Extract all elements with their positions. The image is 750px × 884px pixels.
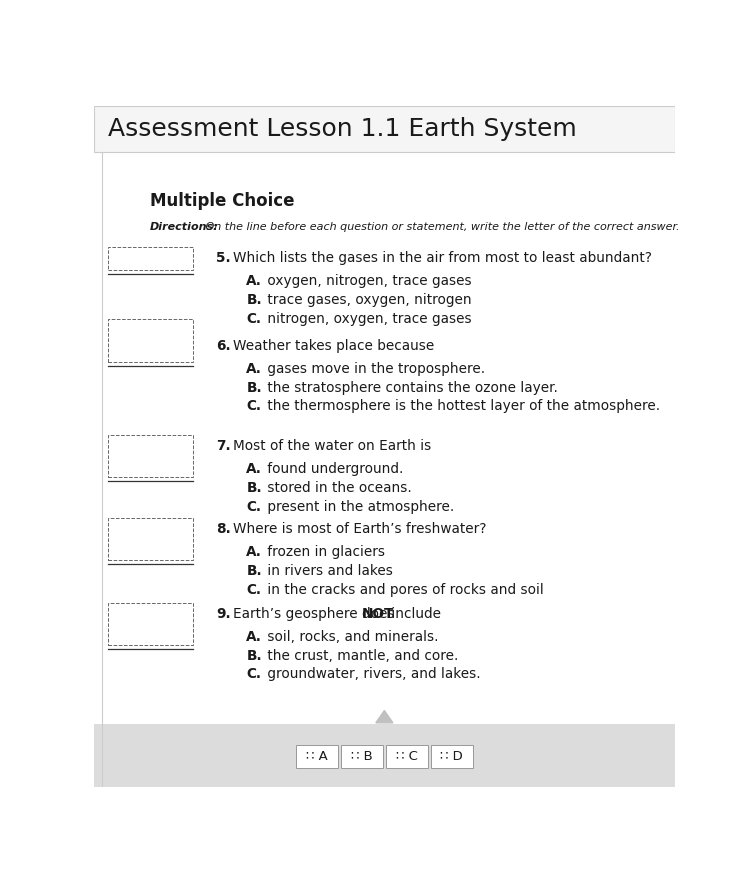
Text: the crust, mantle, and core.: the crust, mantle, and core.	[263, 649, 459, 662]
Bar	[108, 518, 193, 560]
Text: NOT: NOT	[362, 606, 394, 621]
Text: oxygen, nitrogen, trace gases: oxygen, nitrogen, trace gases	[263, 274, 472, 288]
Text: Assessment Lesson 1.1 Earth System: Assessment Lesson 1.1 Earth System	[108, 118, 577, 141]
Text: groundwater, rivers, and lakes.: groundwater, rivers, and lakes.	[263, 667, 481, 682]
Text: frozen in glaciers: frozen in glaciers	[263, 545, 386, 559]
Text: soil, rocks, and minerals.: soil, rocks, and minerals.	[263, 629, 439, 644]
Text: B.: B.	[247, 649, 262, 662]
Text: ∷ A: ∷ A	[306, 751, 328, 763]
Text: C.: C.	[247, 667, 262, 682]
Text: Directions:: Directions:	[149, 222, 218, 232]
Text: Most of the water on Earth is: Most of the water on Earth is	[233, 438, 431, 453]
Text: nitrogen, oxygen, trace gases: nitrogen, oxygen, trace gases	[263, 312, 472, 325]
Bar	[94, 106, 675, 152]
Text: gases move in the troposphere.: gases move in the troposphere.	[263, 362, 485, 376]
Text: B.: B.	[247, 381, 262, 394]
Text: A.: A.	[247, 274, 262, 288]
Text: the thermosphere is the hottest layer of the atmosphere.: the thermosphere is the hottest layer of…	[263, 400, 661, 414]
Text: ∷ C: ∷ C	[396, 751, 418, 763]
Text: ∷ B: ∷ B	[351, 751, 373, 763]
Text: A.: A.	[247, 545, 262, 559]
Text: A.: A.	[247, 629, 262, 644]
Text: ∷ D: ∷ D	[440, 751, 464, 763]
Bar	[108, 603, 193, 645]
Text: A.: A.	[247, 362, 262, 376]
Text: Multiple Choice: Multiple Choice	[149, 193, 294, 210]
Text: B.: B.	[247, 564, 262, 578]
Text: C.: C.	[247, 583, 262, 597]
Text: 6.: 6.	[216, 339, 231, 353]
Bar	[108, 247, 193, 271]
Text: B.: B.	[247, 481, 262, 495]
Text: C.: C.	[247, 400, 262, 414]
Text: in rivers and lakes: in rivers and lakes	[263, 564, 393, 578]
Text: A.: A.	[247, 461, 262, 476]
FancyBboxPatch shape	[296, 745, 338, 768]
Text: Where is most of Earth’s freshwater?: Where is most of Earth’s freshwater?	[233, 522, 487, 536]
Text: present in the atmosphere.: present in the atmosphere.	[263, 499, 454, 514]
Text: the stratosphere contains the ozone layer.: the stratosphere contains the ozone laye…	[263, 381, 558, 394]
Text: found underground.: found underground.	[263, 461, 404, 476]
Bar	[108, 319, 193, 362]
Text: C.: C.	[247, 499, 262, 514]
Text: On the line before each question or statement, write the letter of the correct a: On the line before each question or stat…	[202, 222, 680, 232]
Text: trace gases, oxygen, nitrogen: trace gases, oxygen, nitrogen	[263, 293, 472, 307]
Text: stored in the oceans.: stored in the oceans.	[263, 481, 413, 495]
Text: include: include	[387, 606, 441, 621]
FancyBboxPatch shape	[386, 745, 427, 768]
Text: 5.: 5.	[216, 251, 231, 265]
Text: C.: C.	[247, 312, 262, 325]
Text: Which lists the gases in the air from most to least abundant?: Which lists the gases in the air from mo…	[233, 251, 652, 265]
Text: 9.: 9.	[216, 606, 231, 621]
Text: 8.: 8.	[216, 522, 231, 536]
Text: 7.: 7.	[216, 438, 231, 453]
FancyBboxPatch shape	[430, 745, 472, 768]
Polygon shape	[376, 711, 393, 723]
Text: B.: B.	[247, 293, 262, 307]
Bar	[94, 724, 675, 787]
FancyBboxPatch shape	[341, 745, 382, 768]
Bar	[108, 435, 193, 477]
Text: in the cracks and pores of rocks and soil: in the cracks and pores of rocks and soi…	[263, 583, 544, 597]
Text: Weather takes place because: Weather takes place because	[233, 339, 434, 353]
Text: Earth’s geosphere does: Earth’s geosphere does	[233, 606, 399, 621]
